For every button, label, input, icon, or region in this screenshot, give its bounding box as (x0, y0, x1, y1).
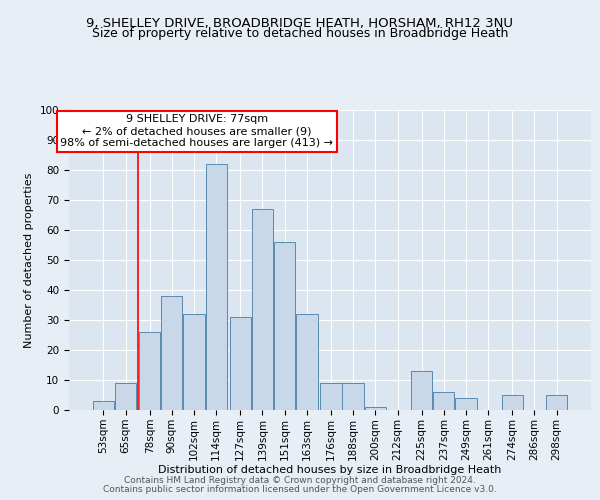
Bar (296, 314, 317, 410)
Text: 9 SHELLEY DRIVE: 77sqm
← 2% of detached houses are smaller (9)
98% of semi-detac: 9 SHELLEY DRIVE: 77sqm ← 2% of detached … (61, 114, 334, 148)
Bar (546, 395, 567, 410)
Text: Contains public sector information licensed under the Open Government Licence v3: Contains public sector information licen… (103, 485, 497, 494)
Bar (184, 314, 205, 410)
Bar (230, 317, 251, 410)
Text: Size of property relative to detached houses in Broadbridge Heath: Size of property relative to detached ho… (92, 28, 508, 40)
Y-axis label: Number of detached properties: Number of detached properties (24, 172, 34, 348)
Bar (411, 371, 432, 410)
Bar (115, 383, 136, 410)
Bar (502, 395, 523, 410)
Bar (274, 242, 295, 410)
Text: Contains HM Land Registry data © Crown copyright and database right 2024.: Contains HM Land Registry data © Crown c… (124, 476, 476, 485)
Bar (320, 383, 341, 410)
X-axis label: Distribution of detached houses by size in Broadbridge Heath: Distribution of detached houses by size … (158, 466, 502, 475)
Bar (365, 407, 386, 410)
Text: 9, SHELLEY DRIVE, BROADBRIDGE HEATH, HORSHAM, RH12 3NU: 9, SHELLEY DRIVE, BROADBRIDGE HEATH, HOR… (86, 18, 514, 30)
Bar (252, 209, 273, 410)
Bar (343, 383, 364, 410)
Bar (455, 398, 476, 410)
Bar (139, 332, 160, 410)
Bar (206, 164, 227, 410)
Bar (93, 401, 114, 410)
Bar (161, 296, 182, 410)
Bar (433, 392, 454, 410)
